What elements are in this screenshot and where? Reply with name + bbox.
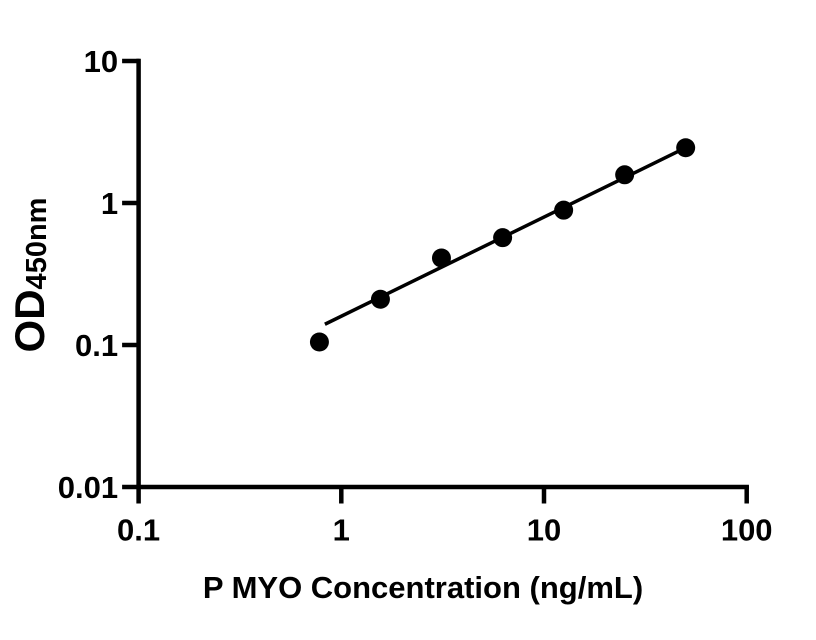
y-axis-title-subscript: 450nm [21, 198, 53, 290]
data-point [370, 289, 390, 309]
data-point [431, 248, 451, 268]
x-tick-label: 100 [721, 513, 773, 548]
x-tick-label: 0.1 [117, 513, 160, 548]
data-point [554, 200, 574, 220]
y-axis-title-main: OD [6, 289, 53, 352]
x-tick-label: 1 [333, 513, 350, 548]
y-tick-label: 0.1 [75, 328, 118, 363]
plot-layer: 0.01 0.1 1 10 0.1 1 10 100 [58, 44, 773, 548]
data-point [615, 165, 635, 185]
data-point [493, 228, 513, 248]
y-tick-label: 10 [84, 44, 118, 79]
y-tick-label: 0.01 [58, 470, 118, 505]
y-tick-label: 1 [101, 186, 118, 221]
data-point [676, 138, 696, 158]
x-axis-title: P MYO Concentration (ng/mL) [203, 570, 643, 605]
y-axis-title: OD450nm [6, 198, 53, 353]
data-point [309, 332, 329, 352]
x-tick-label: 10 [527, 513, 561, 548]
